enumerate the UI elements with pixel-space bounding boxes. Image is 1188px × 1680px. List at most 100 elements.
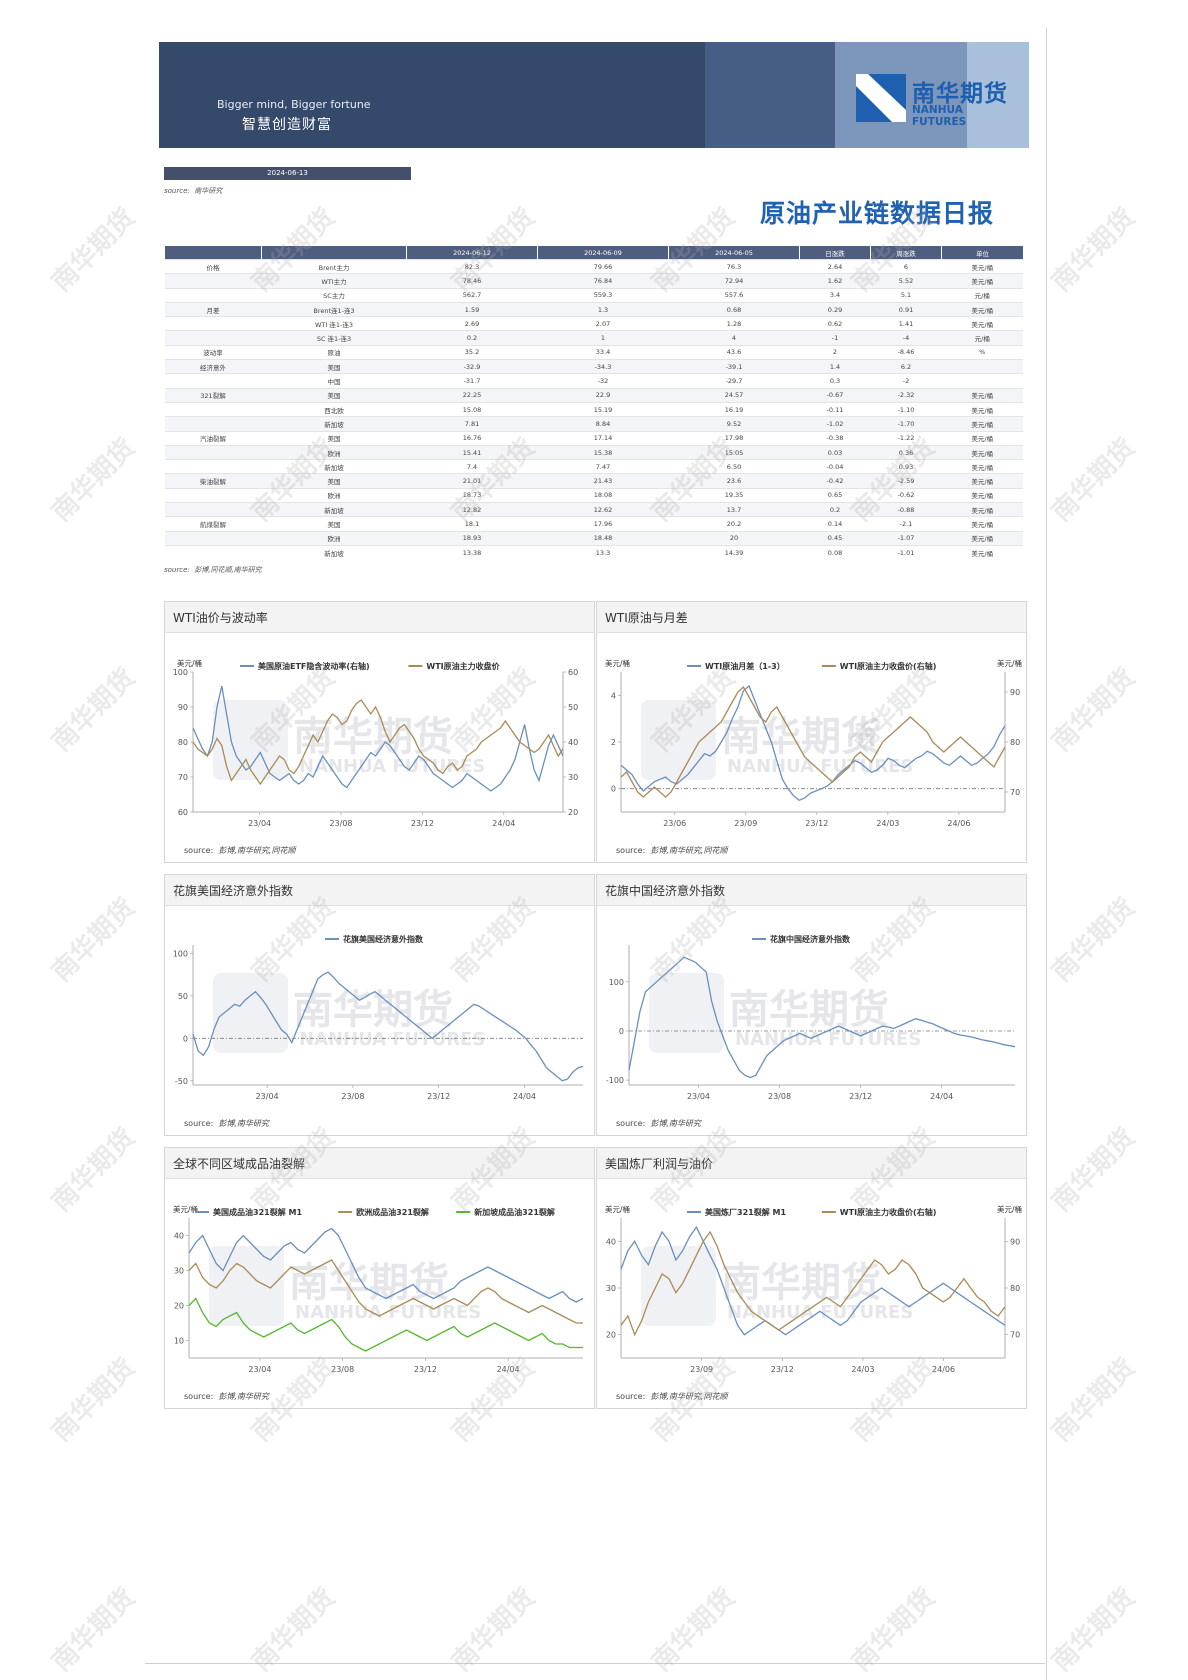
table-row: 新加坡 13.38 13.3 14.39 0.08 -1.01 美元/桶: [164, 544, 1023, 560]
series-line: [620, 684, 1006, 802]
table-cell: SC主力: [261, 287, 407, 303]
table-cell: -32.9: [406, 359, 538, 374]
y-tick-label: 0: [611, 785, 616, 794]
table-row: 321裂解 美国 22.25 22.9 24.57 -0.67 -2.32 美元/桶: [164, 387, 1023, 403]
table-cell: 562.7: [406, 287, 538, 303]
y-tick-label: 80: [178, 738, 188, 747]
watermark-logo-icon: [209, 1246, 284, 1326]
table-cell: 1.62: [799, 273, 871, 289]
page-right-border: [1046, 28, 1047, 1680]
panel-source: source: 彭博,南华研究: [184, 1391, 269, 1402]
table-cell: 欧洲: [261, 444, 407, 460]
table-header: [164, 246, 262, 260]
table-cell: 美元/桶: [941, 530, 1023, 546]
series-line: [620, 1230, 1006, 1337]
table-cell: 0.68: [668, 301, 800, 317]
table-cell: 美元/桶: [941, 316, 1023, 331]
table-cell: -39.1: [668, 359, 800, 374]
table-cell: [164, 401, 262, 417]
y-tick-label: 0: [619, 1027, 624, 1036]
table-cell: 72.94: [668, 273, 800, 289]
x-tick-label: 23/08: [329, 819, 352, 828]
table-cell: -1.01: [870, 544, 942, 560]
chart-panel-china-surprise: 花旗中国经济意外指数 南华期货 NANHUA FUTURES -100 0 100 23/…: [596, 874, 1027, 1136]
table-cell: 0.29: [799, 301, 871, 317]
x-tick-label: 23/09: [690, 1365, 713, 1374]
x-tick-label: 24/06: [932, 1365, 955, 1374]
table-cell: 78.46: [406, 273, 538, 289]
table-cell: 19.35: [668, 487, 800, 503]
table-cell: WTI 连1-连3: [261, 316, 407, 331]
y-tick-label: 40: [174, 1232, 184, 1241]
table-cell: 2.69: [406, 316, 538, 331]
table-cell: 美元/桶: [941, 516, 1023, 532]
table-cell: -0.42: [799, 473, 871, 489]
table-cell: 美国: [261, 430, 407, 446]
panel-title: 花旗中国经济意外指数: [605, 884, 726, 898]
banner-stripe: [967, 42, 1029, 148]
table-cell: 8.84: [537, 416, 669, 432]
table-cell: [164, 502, 262, 517]
table-cell: -2.32: [870, 387, 942, 403]
y-tick-label-right: 70: [1010, 1331, 1020, 1340]
table-cell: [164, 287, 262, 303]
panel-header: 花旗美国经济意外指数: [165, 875, 594, 906]
chart-watermark-text: 南华期货: [721, 714, 881, 760]
table-cell: 元/桶: [941, 287, 1023, 303]
table-cell: 18.08: [537, 487, 669, 503]
table-cell: 20: [668, 530, 800, 546]
watermark-logo-icon: [641, 1246, 716, 1326]
chart-watermark-text: 南华期货: [293, 714, 453, 760]
x-tick-label: 23/08: [331, 1365, 354, 1374]
table-cell: 0.14: [799, 516, 871, 532]
watermark: 南华期货: [1046, 1352, 1142, 1448]
table-row: 欧洲 18.73 18.08 19.35 0.65 -0.62 美元/桶: [164, 487, 1023, 503]
table-cell: 22.9: [537, 387, 669, 403]
table-row: WTI 连1-连3 2.69 2.07 1.28 0.62 1.41 美元/桶: [164, 316, 1023, 331]
table-header-row: 2024-06-12 2024-06-09 2024-06-05 日涨跌 周涨跌…: [164, 246, 1023, 260]
y-tick-label-right: 40: [568, 738, 578, 747]
legend-label: WTI原油主力收盘价(右轴): [840, 661, 937, 671]
table-cell: 新加坡: [261, 416, 407, 432]
source-text: 彭博,南华研究,同花顺: [218, 846, 296, 855]
table-cell: 1: [537, 330, 669, 346]
table-cell: -0.62: [870, 487, 942, 503]
panel-source: source: 彭博,南华研究: [184, 1118, 269, 1129]
table-cell: 6: [870, 258, 942, 274]
table-cell: 美国: [261, 359, 407, 374]
table-row: 新加坡 7.4 7.47 6.50 -0.04 0.93 美元/桶: [164, 459, 1023, 474]
table-cell: 7.81: [406, 416, 538, 432]
series-line: [628, 956, 1016, 1079]
chart-watermark-en: NANHUA FUTURES: [727, 756, 913, 777]
source-label: source:: [184, 1119, 214, 1128]
table-cell: 20.2: [668, 516, 800, 532]
table-cell: -1.22: [870, 430, 942, 446]
table-cell: %: [941, 344, 1023, 360]
watermark: 南华期货: [46, 1582, 142, 1678]
watermark: 南华期货: [46, 892, 142, 988]
table-cell: 1.3: [537, 301, 669, 317]
source-text: 南华研究: [194, 187, 223, 195]
table-cell: 美元/桶: [941, 444, 1023, 460]
table-header: 周涨跌: [870, 246, 942, 260]
chart-panel-wti-volatility: WTI油价与波动率 南华期货 NANHUA FUTURES 60 70 80 90 100 2…: [164, 601, 595, 863]
watermark-logo-icon: [649, 973, 724, 1053]
x-tick-label: 23/12: [411, 819, 434, 828]
y-tick-label: 100: [173, 668, 188, 677]
table-cell: 2.64: [799, 258, 871, 274]
y-tick-label-right: 80: [1010, 738, 1020, 747]
table-cell: 5.52: [870, 273, 942, 289]
y-tick-label-right: 90: [1010, 1237, 1020, 1246]
x-tick-label: 24/03: [876, 819, 899, 828]
table-cell: 新加坡: [261, 459, 407, 474]
watermark: 南华期货: [46, 1352, 142, 1448]
table-cell: 欧洲: [261, 487, 407, 503]
table-cell: 0.65: [799, 487, 871, 503]
watermark: 南华期货: [1046, 1582, 1142, 1678]
nanhua-logo: 南华期货 NANHUA FUTURES: [856, 74, 1016, 128]
table-cell: 18.1: [406, 516, 538, 532]
y-tick-label: 2: [611, 738, 616, 747]
table-row: 汽油裂解 美国 16.76 17.14 17.98 -0.38 -1.22 美元/桶: [164, 430, 1023, 446]
